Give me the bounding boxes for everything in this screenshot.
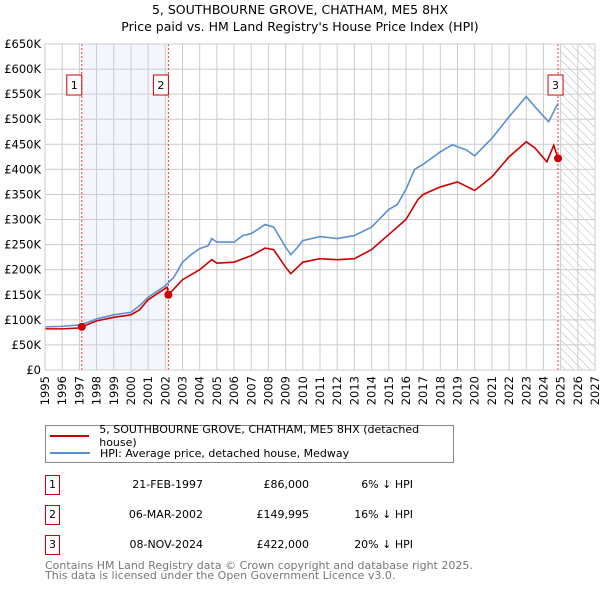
sale-marker-label: 2 (152, 74, 169, 96)
x-tick-label: 2007 (244, 376, 258, 405)
x-tick-label: 2019 (451, 376, 465, 405)
transaction-marker: 2 (45, 505, 60, 525)
legend-item-hpi: HPI: Average price, detached house, Medw… (50, 446, 349, 460)
x-tick-label: 1998 (90, 376, 104, 405)
x-tick-label: 2011 (313, 376, 327, 405)
transaction-price: £86,000 (263, 478, 310, 491)
y-tick-label: £550K (4, 87, 41, 101)
y-tick-label: £100K (4, 313, 41, 327)
transaction-hpi-diff: 6% ↓ HPI (361, 478, 413, 491)
transaction-price: £422,000 (256, 538, 310, 551)
legend-item-property: 5, SOUTHBOURNE GROVE, CHATHAM, ME5 8HX (… (50, 423, 453, 449)
y-tick-label: £350K (4, 187, 41, 201)
y-tick-label: £500K (4, 112, 41, 126)
x-tick-label: 2020 (468, 376, 482, 405)
transaction-hpi-diff: 20% ↓ HPI (354, 538, 413, 551)
y-tick-label: £250K (4, 238, 41, 252)
transaction-row: 1 21-FEB-1997 £86,000 6% ↓ HPI (45, 475, 465, 495)
x-tick-label: 2018 (433, 376, 447, 405)
y-tick-label: £450K (4, 137, 41, 151)
x-tick-label: 2002 (158, 376, 172, 405)
y-tick-label: £300K (4, 213, 41, 227)
legend-swatch (50, 452, 90, 454)
y-tick-label: £400K (4, 162, 41, 176)
x-tick-label: 2022 (502, 376, 516, 405)
sale-marker-number: 2 (157, 79, 164, 92)
sale-marker-number: 1 (71, 79, 78, 92)
sale-point (164, 290, 173, 299)
footer-licence: This data is licensed under the Open Gov… (45, 569, 396, 582)
legend-swatch (50, 435, 90, 437)
price-paid-line (45, 140, 559, 330)
sale-point (77, 322, 86, 331)
footer-copyright: Contains HM Land Registry data © Crown c… (45, 559, 473, 572)
x-tick-label: 2004 (193, 376, 207, 405)
x-tick-label: 2000 (124, 376, 138, 405)
y-tick-label: £600K (4, 62, 41, 76)
x-tick-label: 2001 (141, 376, 155, 405)
x-tick-label: 2016 (399, 376, 413, 405)
x-tick-label: 2010 (296, 376, 310, 405)
x-tick-label: 2024 (536, 376, 550, 405)
x-tick-label: 1996 (55, 376, 69, 405)
transaction-marker: 1 (45, 475, 60, 495)
x-tick-label: 2014 (365, 376, 379, 405)
legend: 5, SOUTHBOURNE GROVE, CHATHAM, ME5 8HX (… (45, 423, 454, 463)
sale-marker-box (152, 74, 169, 96)
transaction-row: 3 08-NOV-2024 £422,000 20% ↓ HPI (45, 535, 465, 555)
sale-marker-label: 3 (547, 74, 564, 96)
x-tick-label: 2027 (588, 376, 600, 405)
sale-marker-label: 1 (66, 74, 83, 96)
hpi-line (44, 95, 559, 328)
legend-label: 5, SOUTHBOURNE GROVE, CHATHAM, ME5 8HX (… (99, 423, 420, 449)
sale-marker-number: 3 (552, 79, 559, 92)
y-tick-label: £200K (4, 263, 41, 277)
legend-label: HPI: Average price, detached house, Medw… (100, 446, 350, 460)
transaction-date: 08-NOV-2024 (129, 538, 203, 551)
chart-subtitle: Price paid vs. HM Land Registry's House … (121, 19, 479, 34)
chart-title: 5, SOUTHBOURNE GROVE, CHATHAM, ME5 8HX (151, 2, 449, 17)
x-tick-label: 2003 (176, 376, 190, 405)
x-tick-label: 1999 (107, 376, 121, 405)
sale-marker-box (547, 74, 564, 96)
transaction-row: 2 06-MAR-2002 £149,995 16% ↓ HPI (45, 505, 465, 525)
x-tick-label: 2005 (210, 376, 224, 405)
x-tick-label: 2013 (347, 376, 361, 405)
x-tick-label: 2015 (382, 376, 396, 405)
x-tick-label: 2017 (416, 376, 430, 405)
y-tick-label: £0 (26, 363, 41, 377)
transaction-date: 21-FEB-1997 (132, 478, 203, 491)
sale-point (554, 154, 563, 163)
x-tick-label: 2008 (261, 376, 275, 405)
transaction-price: £149,995 (256, 508, 310, 521)
y-tick-label: £50K (12, 338, 42, 352)
transaction-hpi-diff: 16% ↓ HPI (354, 508, 413, 521)
x-tick-label: 1995 (38, 376, 52, 405)
y-tick-label: £150K (4, 288, 41, 302)
plot-border (44, 43, 596, 371)
x-tick-label: 2006 (227, 376, 241, 405)
x-tick-label: 1997 (72, 376, 86, 405)
x-tick-label: 2023 (519, 376, 533, 405)
y-tick-label: £650K (4, 37, 41, 51)
x-tick-label: 2025 (554, 376, 568, 405)
sale-marker-box (66, 74, 83, 96)
transaction-date: 06-MAR-2002 (128, 508, 203, 521)
transaction-marker: 3 (45, 535, 60, 555)
plot-area: 1995 1996 1997 1998 1999 2000 2001 2002 2003 2004… (4, 37, 600, 405)
x-tick-label: 2026 (571, 376, 585, 405)
x-tick-label: 2012 (330, 376, 344, 405)
x-tick-label: 2021 (485, 376, 499, 405)
x-tick-label: 2009 (279, 376, 293, 405)
